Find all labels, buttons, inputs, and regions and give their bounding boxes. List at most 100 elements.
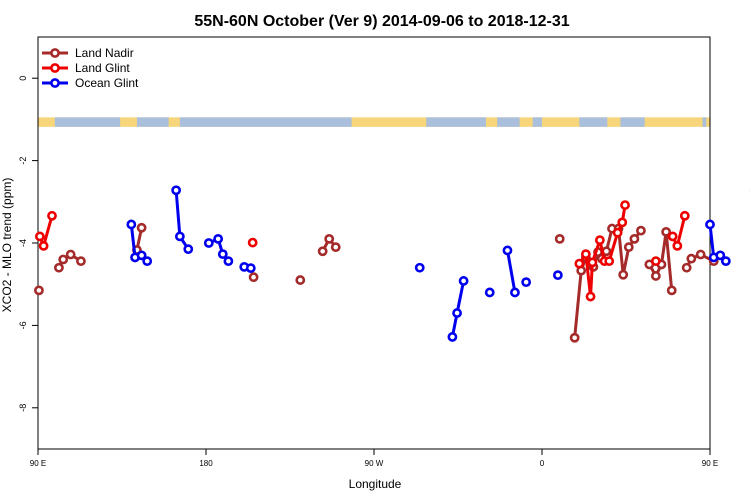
data-point — [587, 257, 598, 268]
data-point — [447, 332, 458, 342]
data-point — [142, 256, 153, 267]
data-point — [76, 256, 86, 267]
series-land-glint — [34, 200, 690, 302]
x-axis-label: Longitude — [349, 477, 402, 491]
data-point — [661, 226, 672, 237]
data-point — [34, 231, 45, 242]
data-point — [705, 219, 715, 230]
x-tick-label: 90 E — [702, 459, 718, 468]
x-tick-label: 180 — [199, 459, 213, 468]
data-point — [650, 271, 661, 281]
y-tick-label: -4 — [18, 239, 28, 247]
data-point — [171, 185, 182, 196]
land-mask-ocean — [579, 117, 608, 127]
land-mask-ocean — [179, 117, 352, 127]
data-point — [58, 254, 69, 265]
data-point — [636, 225, 646, 236]
land-mask-ocean — [136, 117, 169, 127]
data-point — [574, 258, 585, 269]
data-point — [604, 256, 615, 267]
plot-area — [34, 185, 750, 343]
legend-item-land-glint: Land Glint — [42, 61, 130, 75]
legend-marker — [50, 78, 60, 88]
land-mask-band — [38, 117, 710, 127]
y-axis: 0 -2 -4 -6 -8 — [18, 76, 38, 412]
land-mask-ocean — [497, 117, 520, 127]
y-axis-label: XCO2 - MLO trend (ppm) — [0, 178, 14, 313]
x-tick-label: 90 W — [365, 459, 384, 468]
data-point — [213, 233, 224, 244]
series-ocean-glint — [126, 185, 750, 342]
legend-label: Land Nadir — [75, 46, 134, 60]
y-tick-label: -8 — [18, 404, 28, 412]
series-line — [578, 204, 627, 299]
y-tick-label: 0 — [18, 76, 28, 81]
data-point — [54, 262, 64, 273]
data-point — [569, 332, 580, 343]
land-mask-ocean — [702, 117, 707, 127]
data-point — [295, 275, 306, 285]
y-tick-label: -2 — [18, 157, 28, 165]
data-point — [484, 287, 495, 298]
data-point — [552, 270, 563, 281]
data-point — [414, 262, 425, 273]
legend-label: Land Glint — [75, 61, 130, 75]
chart-title: 55N-60N October (Ver 9) 2014-09-06 to 20… — [194, 13, 569, 30]
legend-item-land-nadir: Land Nadir — [42, 46, 134, 60]
data-point — [136, 222, 147, 233]
data-point — [317, 246, 328, 257]
legend-marker — [50, 63, 60, 73]
x-axis: 90 E 180 90 W 0 90 E — [30, 449, 718, 468]
data-point — [38, 240, 49, 251]
data-point — [521, 277, 532, 288]
data-point — [217, 249, 228, 260]
data-point — [617, 217, 628, 228]
legend-item-ocean-glint: Ocean Glint — [42, 76, 139, 90]
data-point — [666, 285, 677, 296]
data-point — [34, 285, 44, 296]
x-tick-label: 90 E — [30, 459, 46, 468]
legend-label: Ocean Glint — [75, 76, 139, 90]
data-point — [623, 242, 634, 253]
data-point — [203, 238, 214, 248]
data-point — [580, 249, 591, 260]
data-point — [452, 308, 462, 318]
data-point — [585, 291, 596, 302]
data-point — [686, 253, 697, 264]
data-point — [324, 233, 335, 244]
data-point — [620, 200, 630, 210]
data-point — [612, 227, 623, 238]
x-tick-label: 0 — [540, 459, 545, 468]
series-line — [685, 253, 715, 269]
land-mask-ocean — [532, 117, 542, 127]
data-point — [618, 269, 629, 280]
data-point — [667, 231, 678, 242]
land-mask-land — [38, 117, 710, 127]
data-point — [681, 262, 692, 273]
legend-marker — [50, 48, 60, 58]
data-point — [502, 245, 513, 256]
data-point — [715, 250, 726, 261]
data-point — [554, 233, 565, 244]
data-point — [594, 235, 605, 246]
data-point — [126, 219, 137, 230]
data-point — [510, 287, 520, 298]
data-point — [183, 244, 194, 255]
data-point — [672, 240, 683, 251]
land-mask-ocean — [620, 117, 645, 127]
data-point — [679, 210, 690, 221]
data-point — [245, 263, 256, 274]
data-point — [458, 276, 469, 286]
data-point — [330, 242, 341, 253]
data-point — [720, 256, 731, 267]
data-point — [247, 237, 258, 248]
data-point — [136, 250, 147, 261]
data-point — [223, 256, 234, 267]
data-point — [695, 249, 706, 260]
data-point — [650, 256, 661, 267]
land-mask-ocean — [426, 117, 486, 127]
y-tick-label: -6 — [18, 321, 28, 329]
land-mask-ocean — [54, 117, 121, 127]
